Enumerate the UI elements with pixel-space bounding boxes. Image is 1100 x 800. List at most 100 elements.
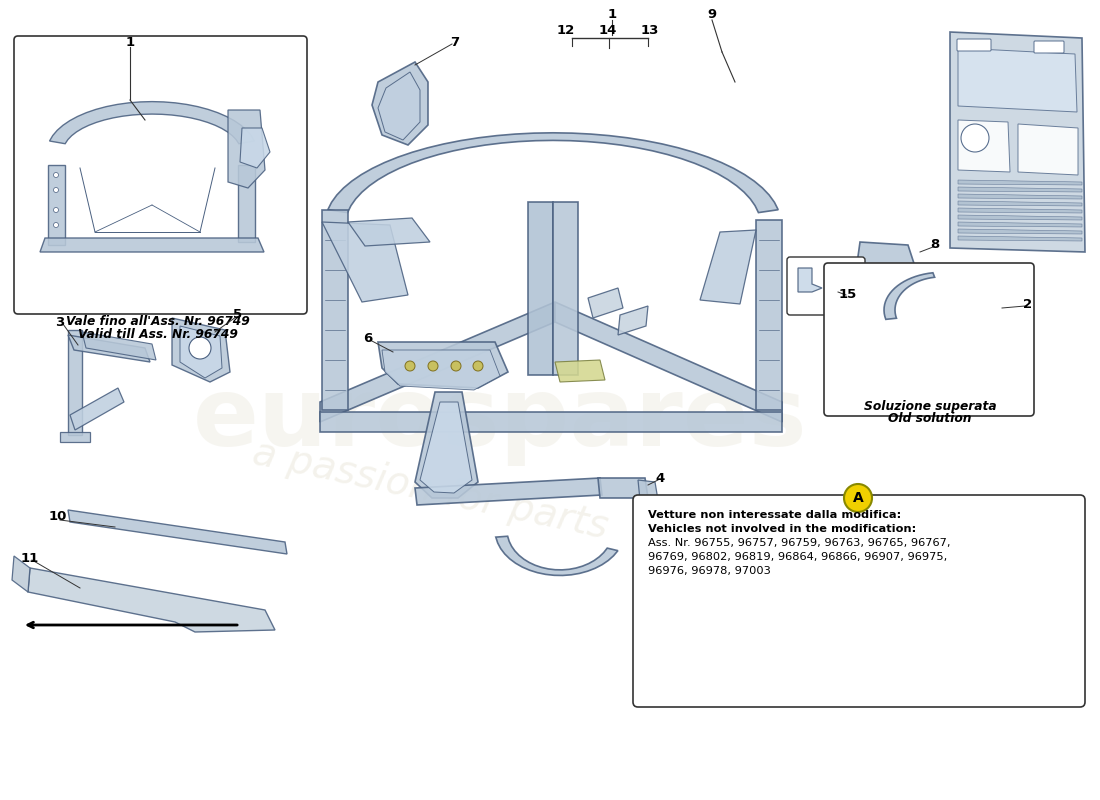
Text: 12: 12 — [557, 25, 575, 38]
Polygon shape — [172, 318, 230, 382]
Polygon shape — [238, 165, 255, 242]
Circle shape — [54, 187, 58, 193]
Text: 10: 10 — [48, 510, 67, 523]
Text: 4: 4 — [656, 471, 664, 485]
Text: 96976, 96978, 97003: 96976, 96978, 97003 — [648, 566, 771, 576]
Text: 9: 9 — [707, 9, 716, 22]
FancyBboxPatch shape — [957, 39, 991, 51]
Polygon shape — [68, 330, 82, 435]
Polygon shape — [598, 478, 648, 498]
Polygon shape — [48, 165, 65, 245]
Circle shape — [451, 361, 461, 371]
Polygon shape — [958, 48, 1077, 112]
Polygon shape — [378, 72, 420, 140]
Text: 7: 7 — [450, 35, 460, 49]
Text: Valid till Ass. Nr. 96749: Valid till Ass. Nr. 96749 — [78, 328, 238, 341]
Polygon shape — [240, 128, 270, 168]
Text: 2: 2 — [1023, 298, 1033, 311]
Polygon shape — [415, 478, 602, 505]
Polygon shape — [884, 273, 935, 319]
Polygon shape — [12, 556, 30, 592]
Polygon shape — [756, 220, 782, 410]
Text: 1: 1 — [125, 35, 134, 49]
Text: Soluzione superata: Soluzione superata — [864, 400, 997, 413]
Circle shape — [189, 337, 211, 359]
Polygon shape — [700, 230, 756, 304]
Text: 14: 14 — [598, 25, 617, 38]
Polygon shape — [958, 222, 1082, 227]
Text: Vale fino all'Ass. Nr. 96749: Vale fino all'Ass. Nr. 96749 — [66, 315, 250, 328]
Text: 96769, 96802, 96819, 96864, 96866, 96907, 96975,: 96769, 96802, 96819, 96864, 96866, 96907… — [648, 552, 947, 562]
Polygon shape — [70, 388, 124, 430]
Polygon shape — [228, 110, 265, 188]
Polygon shape — [638, 480, 658, 500]
Polygon shape — [320, 412, 782, 432]
Polygon shape — [848, 242, 922, 380]
Text: 8: 8 — [931, 238, 939, 251]
Polygon shape — [553, 202, 578, 375]
Circle shape — [54, 222, 58, 227]
Polygon shape — [378, 342, 508, 388]
Polygon shape — [958, 215, 1082, 220]
Polygon shape — [618, 306, 648, 335]
Text: 15: 15 — [839, 289, 857, 302]
Polygon shape — [420, 402, 472, 493]
Polygon shape — [958, 236, 1082, 241]
Polygon shape — [50, 102, 254, 144]
Polygon shape — [958, 120, 1010, 172]
Circle shape — [405, 361, 415, 371]
FancyBboxPatch shape — [14, 36, 307, 314]
Polygon shape — [1018, 124, 1078, 175]
Circle shape — [844, 484, 872, 512]
Polygon shape — [68, 510, 287, 554]
Polygon shape — [958, 229, 1082, 234]
Text: Old solution: Old solution — [889, 412, 971, 425]
Circle shape — [865, 309, 891, 335]
Polygon shape — [958, 201, 1082, 206]
Polygon shape — [958, 187, 1082, 192]
Polygon shape — [415, 392, 478, 498]
Polygon shape — [556, 360, 605, 382]
FancyBboxPatch shape — [786, 257, 865, 315]
Circle shape — [428, 361, 438, 371]
Circle shape — [54, 173, 58, 178]
Polygon shape — [372, 62, 428, 145]
Text: 5: 5 — [233, 309, 243, 322]
Polygon shape — [958, 194, 1082, 199]
Polygon shape — [588, 288, 623, 318]
Polygon shape — [348, 218, 430, 246]
Polygon shape — [382, 350, 500, 390]
Polygon shape — [28, 568, 275, 632]
Polygon shape — [320, 302, 556, 422]
Circle shape — [473, 361, 483, 371]
Polygon shape — [68, 335, 150, 362]
Text: Ass. Nr. 96755, 96757, 96759, 96763, 96765, 96767,: Ass. Nr. 96755, 96757, 96759, 96763, 967… — [648, 538, 950, 548]
Text: 13: 13 — [641, 25, 659, 38]
Polygon shape — [496, 536, 618, 575]
Polygon shape — [328, 133, 778, 213]
Text: 3: 3 — [55, 315, 65, 329]
Circle shape — [961, 124, 989, 152]
Polygon shape — [958, 180, 1082, 185]
Polygon shape — [60, 432, 90, 442]
Polygon shape — [180, 326, 222, 378]
Polygon shape — [950, 32, 1085, 252]
Polygon shape — [958, 208, 1082, 213]
Circle shape — [54, 207, 58, 213]
Text: 6: 6 — [363, 331, 373, 345]
Polygon shape — [798, 268, 822, 292]
Text: A: A — [852, 491, 864, 505]
Text: eurospares: eurospares — [192, 374, 807, 466]
Text: 11: 11 — [21, 551, 40, 565]
FancyBboxPatch shape — [632, 495, 1085, 707]
Polygon shape — [556, 302, 782, 422]
Text: Vetture non interessate dalla modifica:: Vetture non interessate dalla modifica: — [648, 510, 901, 520]
Text: Vehicles not involved in the modification:: Vehicles not involved in the modificatio… — [648, 524, 916, 534]
Text: a passion for parts: a passion for parts — [249, 434, 612, 546]
Polygon shape — [528, 202, 553, 375]
FancyBboxPatch shape — [1034, 41, 1064, 53]
Polygon shape — [322, 222, 408, 302]
Text: 1: 1 — [607, 9, 617, 22]
FancyBboxPatch shape — [824, 263, 1034, 416]
Polygon shape — [82, 332, 156, 360]
